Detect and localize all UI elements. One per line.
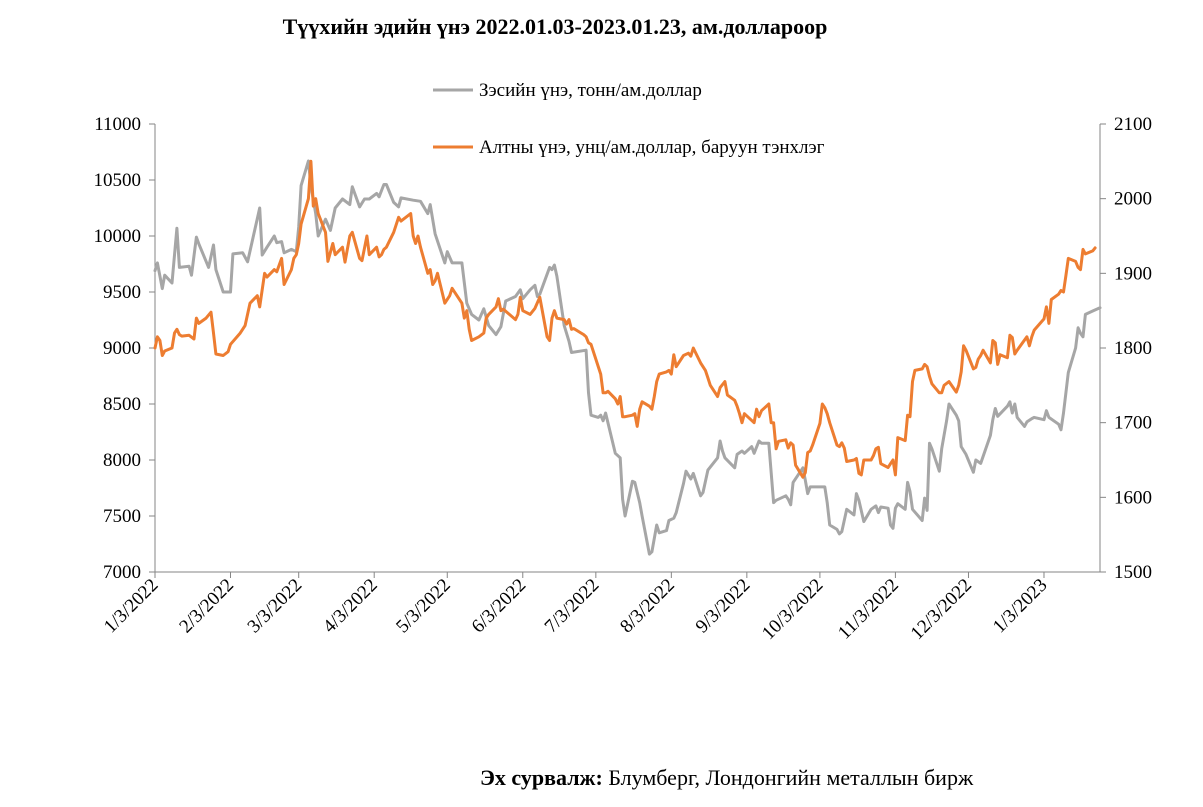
y-right-tick-label: 1600 [1114,487,1152,508]
chart-title: Түүхийн эдийн үнэ 2022.01.03-2023.01.23,… [282,14,828,39]
x-tick-label: 9/3/2022 [692,575,755,638]
x-tick-label: 1/3/2022 [100,575,163,638]
y-left-tick-label: 7000 [103,562,141,583]
copper-price-line [153,159,1102,556]
axes-layer: 7000 7500 8000 8500 9000 9500 10000 10500 11000 1… [94,114,1153,644]
source-note: Эх сурвалж: Блумберг, Лондонгийн металлы… [480,765,973,791]
x-tick-label: 5/3/2022 [392,575,455,638]
x-tick-label: 1/3/2023 [989,575,1052,638]
x-tick-label: 4/3/2022 [319,575,382,638]
y-right-tick-label: 2100 [1114,114,1152,135]
y-right-tick-label: 1800 [1114,338,1152,359]
gold-price-line [153,159,1097,479]
y-left-tick-label: 8500 [103,394,141,415]
legend-label-copper: Зэсийн үнэ, тонн/ам.доллар [479,80,702,101]
y-left-tick-label: 11000 [94,114,141,135]
y-left-tick-label: 8000 [103,450,141,471]
y-left-tick-label: 10500 [94,170,142,191]
x-tick-label: 2/3/2022 [175,575,238,638]
legend: Зэсийн үнэ, тонн/ам.доллар Алтны үнэ, унц… [433,80,825,158]
series-layer [153,159,1102,556]
y-right-tick-label: 1700 [1114,413,1152,434]
x-tick-label: 10/3/2022 [758,575,827,644]
x-tick-label: 11/3/2022 [834,575,903,644]
y-left-tick-label: 10000 [94,226,142,247]
y-left-tick-label: 9000 [103,338,141,359]
x-tick-label: 3/3/2022 [244,575,307,638]
source-label: Эх сурвалж: [480,765,603,790]
y-right-tick-label: 1500 [1114,562,1152,583]
x-tick-label: 6/3/2022 [468,575,531,638]
y-left-tick-label: 9500 [103,282,141,303]
y-left-tick-label: 7500 [103,506,141,527]
legend-label-gold: Алтны үнэ, унц/ам.доллар, баруун тэнхлэг [479,137,825,158]
x-tick-label: 12/3/2022 [907,575,976,644]
y-right-tick-label: 2000 [1114,189,1152,210]
x-tick-label: 7/3/2022 [541,575,604,638]
y-right-tick-label: 1900 [1114,263,1152,284]
x-tick-label: 8/3/2022 [616,575,679,638]
source-text: Блумберг, Лондонгийн металлын бирж [602,765,974,790]
